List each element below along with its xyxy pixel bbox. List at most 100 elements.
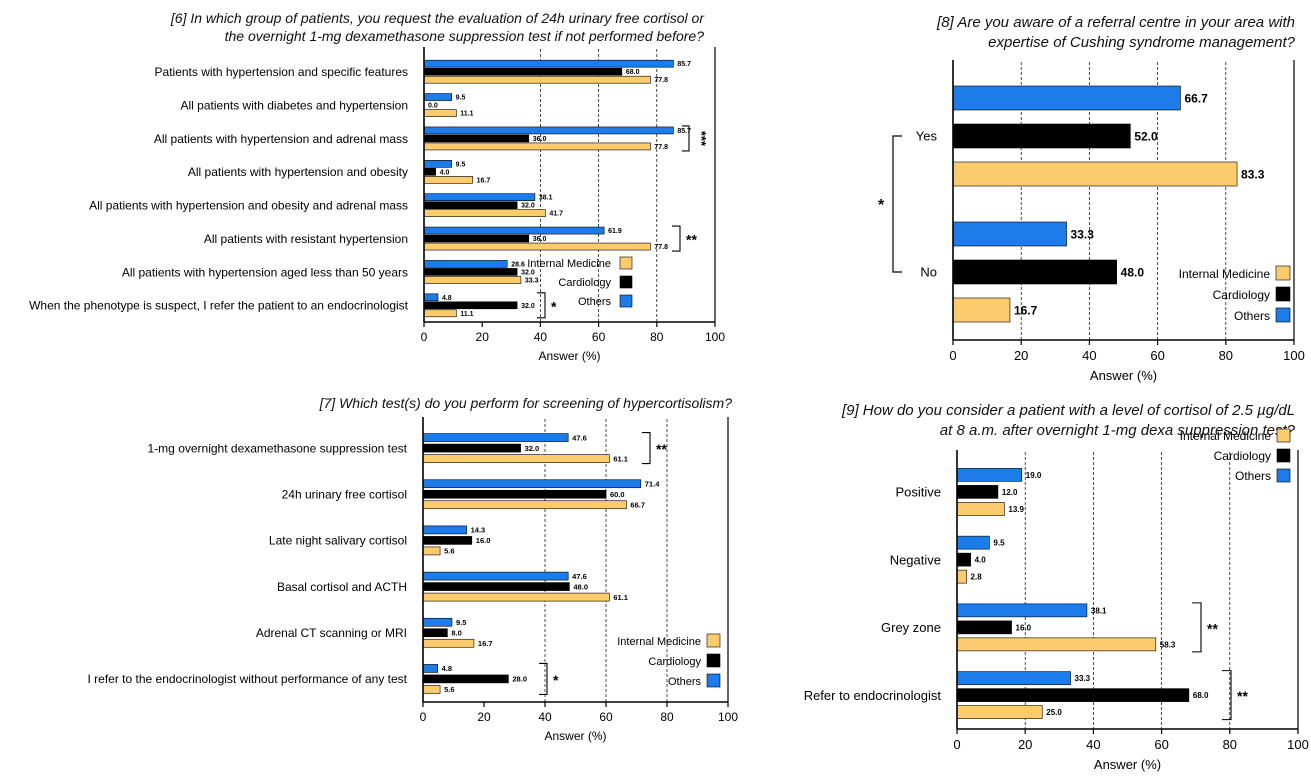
significance-bracket: [672, 225, 681, 252]
bar-cardiology: [423, 234, 530, 243]
legend-label: Cardiology: [1213, 288, 1270, 302]
bar-internal_medicine: [423, 142, 651, 151]
legend-swatch-internal_medicine: [706, 633, 721, 648]
chart-q8: 66.7 52.0 83.3 Yes 33.3 48.0 16.7 No 0 20 40 60 80 10…: [878, 60, 1305, 383]
value-label: 16.7: [477, 177, 491, 184]
value-label: 28.0: [512, 675, 527, 684]
significance-mark: *: [878, 197, 885, 214]
bar-internal_medicine: [423, 276, 522, 284]
bar-cardiology: [952, 259, 1117, 285]
legend-swatch-internal_medicine: [1275, 265, 1291, 281]
bar-cardiology: [423, 67, 623, 76]
category-label: 1-mg overnight dexamethasone suppression…: [148, 441, 408, 455]
chart-panel-q7: [7] Which test(s) do you perform for scr…: [0, 385, 760, 777]
value-label: 12.0: [1002, 488, 1018, 497]
bar-internal_medicine: [423, 176, 473, 184]
bar-others: [422, 525, 467, 535]
x-tick-label: 20: [476, 330, 490, 344]
value-label: 4.8: [442, 295, 452, 302]
category-label: I refer to the endocrinologist without p…: [87, 672, 407, 686]
category-label: Late night salivary cortisol: [269, 534, 407, 548]
value-label: 32.0: [521, 269, 535, 276]
x-tick-label: 100: [1283, 348, 1305, 363]
bar-others: [956, 468, 1023, 482]
bar-internal_medicine: [956, 502, 1005, 516]
category-label: Positive: [895, 485, 941, 500]
bar-others: [422, 479, 642, 489]
value-label: 16.7: [1014, 303, 1038, 317]
chart-panel-q8: [8] Are you aware of a referral centre i…: [760, 0, 1311, 390]
bar-others: [422, 664, 438, 673]
x-axis-label: Answer (%): [1090, 368, 1157, 383]
value-label: 33.3: [525, 277, 539, 284]
x-tick-label: 40: [534, 330, 548, 344]
bar-internal_medicine: [423, 209, 546, 217]
bar-internal_medicine: [956, 637, 1157, 652]
bar-cardiology: [423, 134, 530, 143]
significance-bracket: [642, 432, 651, 465]
bar-others: [423, 160, 452, 168]
legend-swatch-others: [1275, 307, 1291, 323]
bar-internal_medicine: [423, 109, 457, 117]
bar-cardiology: [422, 536, 473, 545]
bar-cardiology: [422, 582, 570, 591]
legend-label: Internal Medicine: [617, 636, 701, 648]
bar-others: [952, 85, 1181, 111]
value-label: 11.1: [460, 111, 473, 118]
category-label: All patients with hypertension aged less…: [122, 265, 408, 279]
value-label: 2.8: [971, 573, 983, 582]
significance-mark: **: [686, 232, 697, 248]
category-label: 24h urinary free cortisol: [282, 488, 407, 502]
x-tick-label: 0: [949, 348, 956, 363]
bar-cardiology: [423, 201, 518, 209]
chart-title-line2: the overnight 1-mg dexamethasone suppres…: [224, 28, 704, 44]
legend-swatch-internal_medicine: [1276, 428, 1291, 443]
value-label: 41.7: [549, 211, 563, 218]
x-axis-label: Answer (%): [1094, 757, 1161, 772]
significance-bracket: [537, 292, 546, 319]
value-label: 77.8: [654, 77, 668, 84]
value-label: 71.4: [645, 479, 660, 488]
value-label: 9.5: [993, 539, 1005, 548]
legend-label: Internal Medicine: [1180, 429, 1272, 443]
value-label: 19.0: [1026, 471, 1042, 480]
legend-swatch-cardiology: [1275, 286, 1291, 302]
x-tick-label: 60: [1154, 737, 1168, 752]
chart-q9: 19.0 12.0 13.9 Positive 9.5 4.0 2.8 Negative 38.…: [804, 428, 1309, 772]
bar-internal_medicine: [422, 685, 441, 694]
x-tick-label: 100: [1287, 737, 1309, 752]
value-label: 4.0: [440, 169, 450, 176]
x-tick-label: 20: [477, 710, 491, 724]
bar-others: [422, 571, 569, 581]
value-label: 85.7: [677, 128, 691, 135]
x-tick-label: 20: [1018, 737, 1032, 752]
bar-internal_medicine: [423, 242, 651, 251]
category-label: All patients with hypertension and obesi…: [188, 165, 408, 179]
legend-swatch-internal_medicine: [619, 256, 633, 270]
bar-cardiology: [423, 301, 518, 310]
value-label: 68.0: [626, 69, 640, 76]
bar-others: [423, 193, 536, 201]
legend-swatch-cardiology: [706, 653, 721, 668]
bar-others: [952, 221, 1067, 247]
value-label: 48.0: [1121, 265, 1145, 279]
legend-label: Cardiology: [648, 656, 701, 668]
bar-others: [423, 93, 452, 101]
bar-internal_medicine: [422, 546, 441, 556]
value-label: 25.0: [1046, 708, 1062, 717]
bar-internal_medicine: [422, 500, 627, 510]
value-label: 33.3: [1071, 227, 1095, 241]
value-label: 61.1: [613, 454, 628, 463]
value-label: 5.6: [444, 547, 454, 556]
value-label: 5.6: [444, 685, 454, 694]
value-label: 36.0: [533, 236, 547, 243]
legend-swatch-others: [1276, 468, 1291, 483]
legend-label: Others: [1234, 309, 1270, 323]
x-tick-label: 60: [599, 710, 613, 724]
x-tick-label: 80: [1223, 737, 1237, 752]
category-label: Yes: [916, 129, 938, 144]
bar-internal_medicine: [956, 569, 967, 584]
significance-mark: *: [553, 672, 559, 688]
x-tick-label: 40: [1082, 348, 1096, 363]
bar-internal_medicine: [423, 75, 651, 84]
